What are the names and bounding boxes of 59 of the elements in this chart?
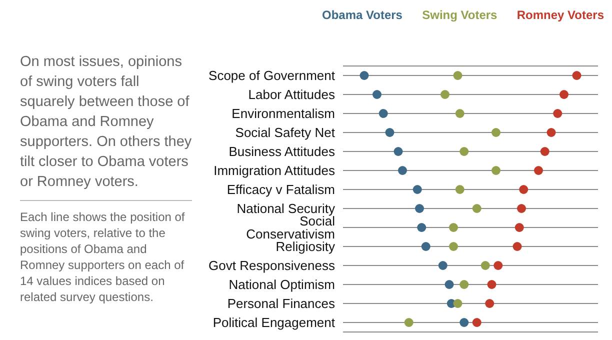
- point: [378, 109, 388, 118]
- point: [449, 223, 458, 232]
- y-tick-label: Business Attitudes: [228, 144, 336, 160]
- point: [517, 204, 526, 213]
- point: [394, 147, 403, 156]
- point: [444, 280, 454, 289]
- point: [412, 185, 422, 194]
- point: [449, 242, 458, 251]
- point: [472, 318, 482, 327]
- point: [398, 166, 407, 175]
- point: [421, 242, 430, 251]
- point: [385, 128, 394, 137]
- point: [534, 166, 543, 175]
- y-tick-label: Immigration Attitudes: [214, 163, 336, 178]
- point: [546, 128, 556, 137]
- point: [492, 128, 500, 137]
- y-tick-label: Religiosity: [276, 239, 336, 254]
- text: Each line shows the position of swing voters, relative to the positions of Obama and Romney supporters on each of 14 values indices based on related survey questions.: [20, 200, 192, 305]
- point: [372, 90, 382, 99]
- y-tick-label: Social Safety Net: [235, 125, 336, 140]
- point: [512, 242, 522, 251]
- y-tick-label: Govt Responsiveness: [208, 258, 336, 274]
- y-tick-label: Scope of Government: [208, 68, 336, 84]
- y-tick-label: Efficacy v Fatalism: [226, 182, 335, 198]
- text: Romney Voters: [516, 8, 604, 22]
- text: Swing Voters: [422, 8, 498, 22]
- y-tick-label: Personal Finances: [227, 296, 336, 312]
- point: [455, 185, 464, 194]
- point: [553, 109, 562, 118]
- point: [514, 223, 524, 232]
- y-tick-label: Political Engagement: [212, 315, 336, 330]
- point: [492, 166, 500, 175]
- point: [460, 318, 469, 327]
- text: On most issues, opinions of swing voters fall squarely between those of Obama and Romney supporters. On others they tilt closer to Obama voters or Romney voters.: [20, 53, 192, 192]
- point: [519, 185, 528, 194]
- y-tick-label: Environmentalism: [232, 106, 335, 122]
- y-tick-label: Labor Attitudes: [248, 87, 336, 102]
- point: [487, 280, 496, 289]
- point: [540, 147, 550, 156]
- y-tick-label: National Security: [236, 201, 336, 216]
- point: [415, 204, 424, 213]
- point: [453, 71, 462, 80]
- y-tick-label: National Optimism: [228, 277, 335, 292]
- point: [460, 280, 469, 289]
- point: [460, 147, 469, 156]
- point: [455, 109, 464, 118]
- point: [453, 299, 462, 308]
- point: [572, 71, 582, 80]
- point: [438, 261, 448, 270]
- point: [417, 223, 426, 232]
- text: Obama Voters: [322, 8, 402, 22]
- point: [485, 299, 494, 308]
- point: [440, 90, 450, 99]
- point: [472, 204, 482, 213]
- point: [360, 71, 369, 80]
- point: [404, 318, 414, 327]
- point: [560, 90, 568, 99]
- point: [480, 261, 490, 270]
- point: [494, 261, 503, 270]
